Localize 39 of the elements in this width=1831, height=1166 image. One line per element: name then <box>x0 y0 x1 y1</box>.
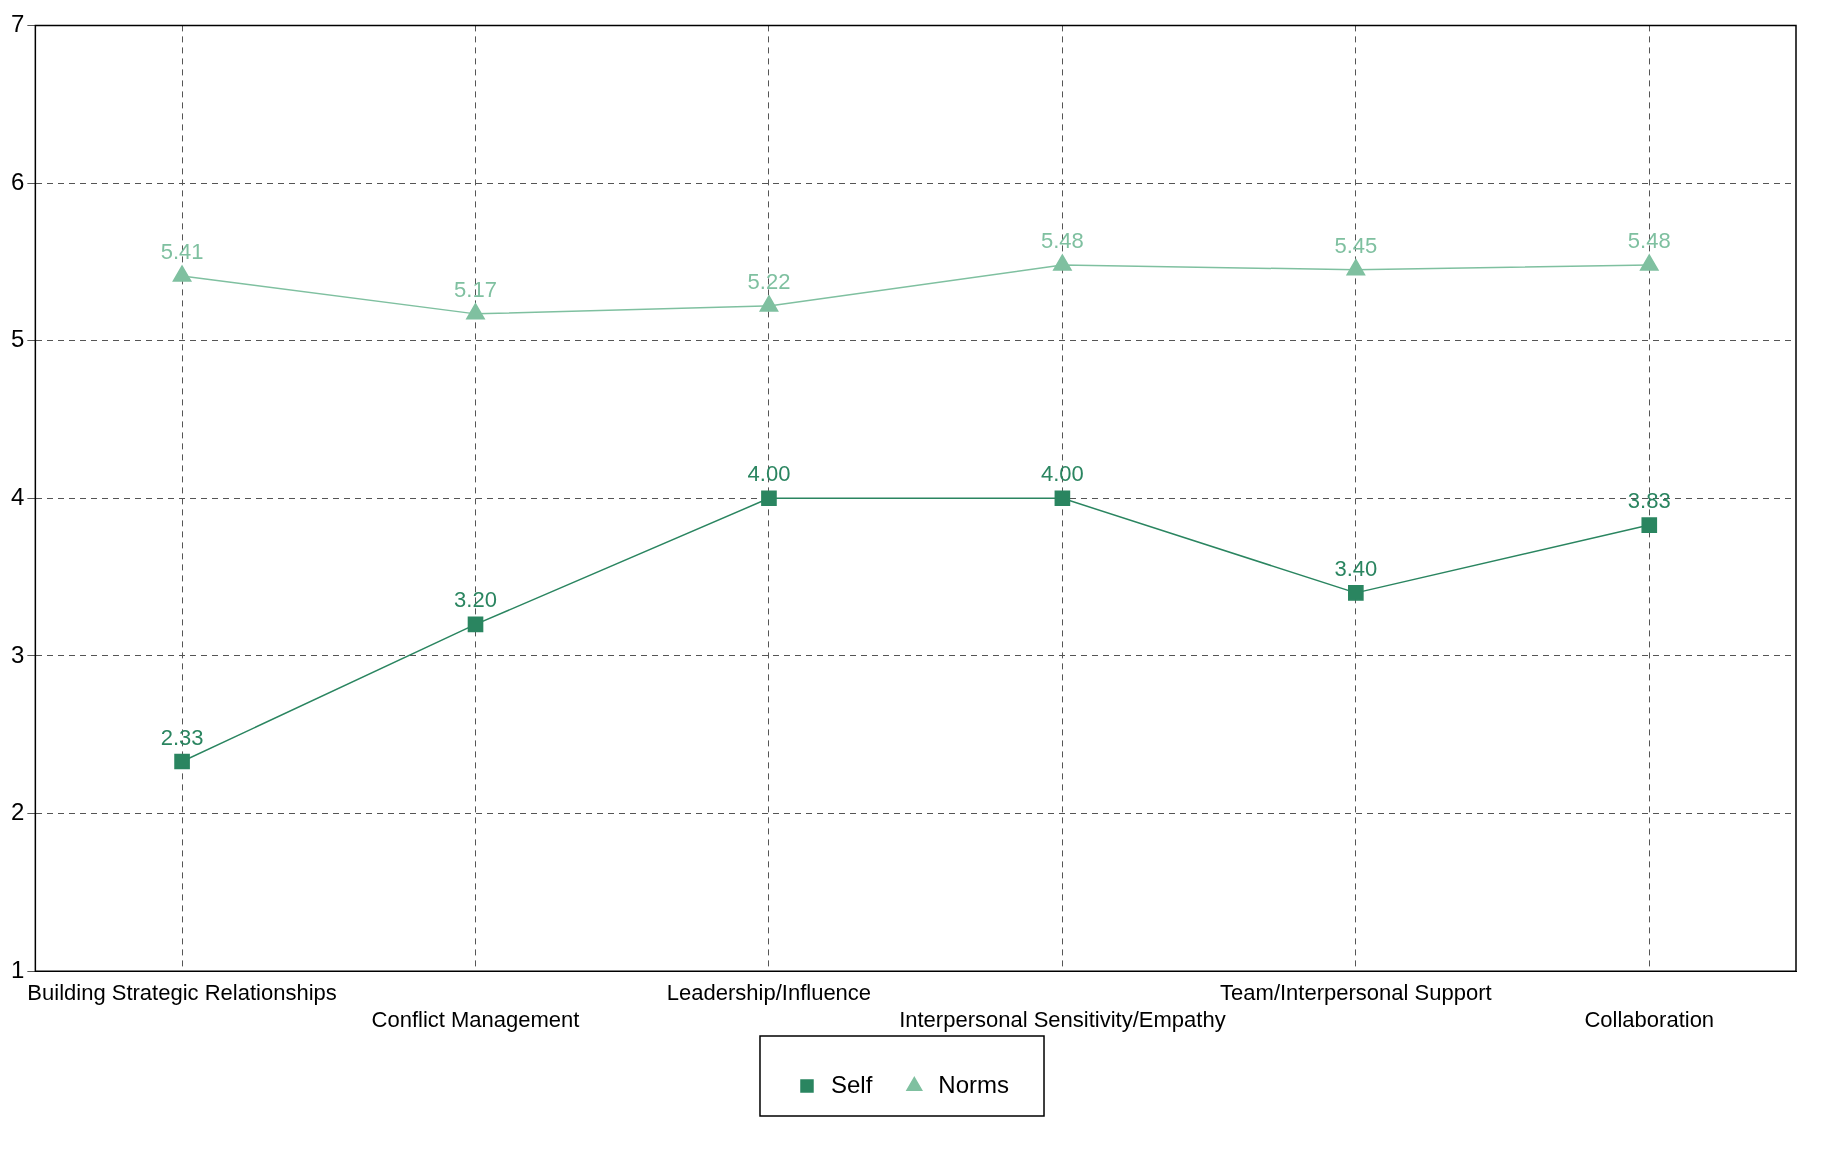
x-tick-label: Interpersonal Sensitivity/Empathy <box>899 1006 1226 1032</box>
y-tick-label: 5 <box>10 325 25 353</box>
data-label: 5.48 <box>1627 228 1671 254</box>
legend-label: Self <box>830 1070 873 1098</box>
point <box>1639 254 1659 271</box>
point <box>759 295 779 312</box>
x-tick-label: Team/Interpersonal Support <box>1220 980 1492 1006</box>
point <box>174 753 190 770</box>
data-label: 4.00 <box>747 461 791 487</box>
point <box>1348 585 1364 601</box>
point <box>466 303 485 320</box>
data-label: 3.40 <box>1334 555 1378 581</box>
legend-label: Norms <box>938 1070 1010 1098</box>
data-label: 4.00 <box>1040 461 1084 487</box>
data-label: 3.83 <box>1627 488 1671 514</box>
point <box>1346 258 1366 276</box>
y-tick-label: 6 <box>10 167 25 195</box>
y-tick-label: 2 <box>10 798 25 826</box>
point <box>1054 490 1071 507</box>
x-tick-label: Building Strategic Relationships <box>27 980 337 1006</box>
data-label: 5.17 <box>454 276 497 302</box>
y-tick-label: 7 <box>10 10 25 38</box>
x-tick-label: Leadership/Influence <box>666 980 872 1006</box>
x-tick-label: Conflict Management <box>371 1006 580 1032</box>
point <box>761 490 777 507</box>
data-label: 5.45 <box>1334 232 1378 258</box>
y-tick-label: 1 <box>10 955 25 983</box>
point <box>1641 517 1658 533</box>
y-tick-label: 3 <box>10 640 25 668</box>
data-label: 5.22 <box>747 269 791 295</box>
point <box>467 616 484 633</box>
data-label: 5.48 <box>1040 228 1084 254</box>
data-label: 2.33 <box>160 724 204 750</box>
point <box>172 265 192 282</box>
point <box>1052 254 1072 271</box>
x-tick-label: Collaboration <box>1584 1006 1715 1032</box>
data-label: 3.20 <box>454 587 497 613</box>
data-label: 5.41 <box>160 239 204 265</box>
y-tick-label: 4 <box>10 482 25 510</box>
